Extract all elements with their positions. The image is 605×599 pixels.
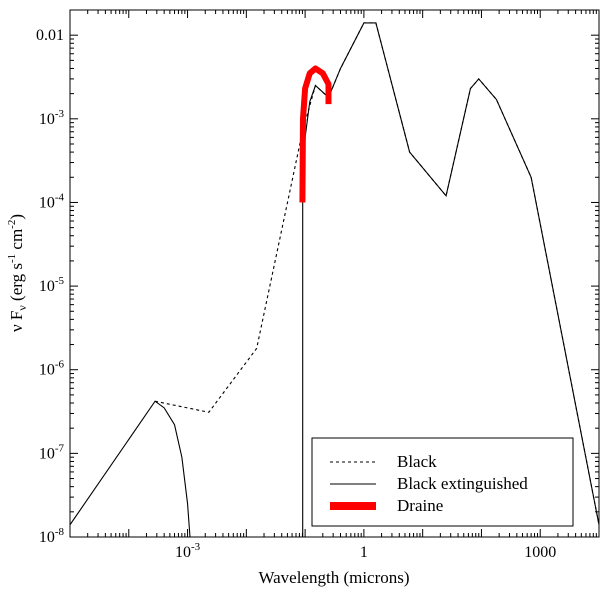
y-tick-label: 10-8	[39, 526, 65, 546]
x-axis-label: Wavelength (microns)	[258, 568, 409, 587]
plot-frame	[69, 9, 600, 538]
tick-labels: 10-3 1 1000 10-8 10-7 10-6 10-5 10-4 10-3 0.01	[36, 27, 556, 561]
legend-box	[311, 437, 574, 527]
y-tick-label: 10-4	[39, 191, 65, 211]
x-tick-label: 10-3	[175, 541, 201, 561]
y-axis-label: ν Fν (erg s-1 cm-2)	[6, 214, 29, 332]
series-curves	[70, 22, 599, 537]
x-tick-label: 1000	[524, 544, 556, 561]
y-tick-label: 10-5	[39, 275, 65, 295]
series-line-draine	[299, 65, 332, 203]
axis-ticks	[69, 9, 600, 538]
series-line-black-extinguished	[70, 22, 599, 537]
y-tick-label: 10-6	[39, 359, 65, 379]
y-tick-label: 0.01	[36, 27, 64, 44]
y-tick-label: 10-7	[39, 442, 65, 462]
legend-label: Draine	[397, 496, 443, 515]
legend-label: Black	[397, 452, 437, 471]
x-tick-label: 1	[360, 544, 368, 561]
legend: Black Black extinguished Draine	[311, 437, 574, 527]
legend-label: Black extinguished	[397, 474, 528, 493]
y-tick-label: 10-3	[39, 108, 65, 128]
